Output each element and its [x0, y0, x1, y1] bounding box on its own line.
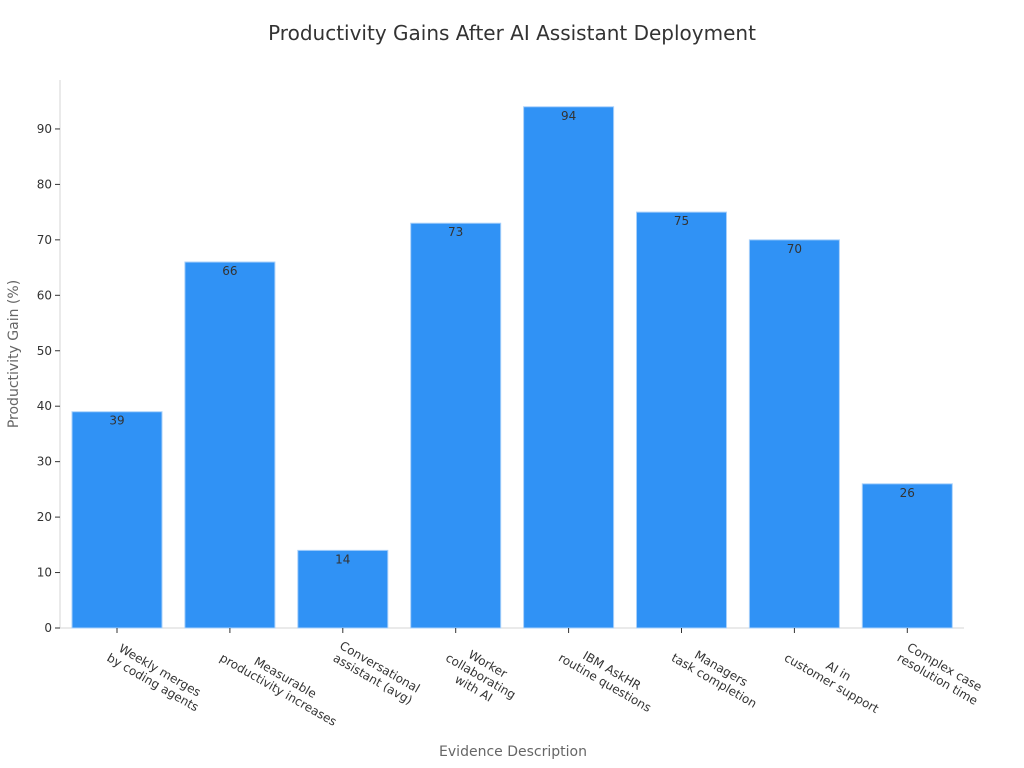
- x-tick-label: Conversationalassistant (avg): [330, 638, 422, 707]
- x-tick-label: IBM AskHRroutine questions: [556, 638, 661, 715]
- x-tick-label: Measurableproductivity increases: [217, 638, 346, 728]
- x-tick-label: Workercollaboratingwith AI: [436, 638, 525, 714]
- x-axis-label: Evidence Description: [439, 744, 587, 760]
- bar: [184, 261, 276, 629]
- y-tick-label: 20: [37, 510, 52, 524]
- bar: [748, 239, 840, 629]
- bar-value-label: 39: [109, 414, 124, 428]
- y-tick-label: 60: [37, 288, 52, 302]
- bar-value-label: 26: [900, 486, 915, 500]
- bar: [410, 222, 502, 629]
- y-tick-label: 70: [37, 233, 52, 247]
- y-tick-label: 40: [37, 399, 52, 413]
- bar: [523, 106, 615, 629]
- bar-value-label: 73: [448, 225, 463, 239]
- y-tick-label: 80: [37, 177, 52, 191]
- chart-title: Productivity Gains After AI Assistant De…: [268, 21, 756, 45]
- bar-value-label: 14: [335, 552, 350, 566]
- x-tick-label: AI incustomer support: [782, 638, 888, 716]
- bar: [861, 483, 953, 629]
- y-tick-label: 10: [37, 566, 52, 580]
- y-tick-label: 50: [37, 344, 52, 358]
- plot-area: 0 10 20 30 40 50 60 70 80 90 39 Weekly mergesby cod…: [37, 80, 987, 729]
- bar: [297, 549, 389, 629]
- y-tick-label: 30: [37, 455, 52, 469]
- x-tick-label: Weekly mergesby coding agents: [105, 638, 209, 714]
- bar: [71, 411, 163, 629]
- bar-value-label: 75: [674, 214, 689, 228]
- bar-value-label: 70: [787, 242, 802, 256]
- y-tick-label: 90: [37, 122, 52, 136]
- bar: [636, 211, 727, 629]
- bar-value-label: 94: [561, 109, 576, 123]
- y-tick-label: 0: [44, 621, 52, 635]
- bar-value-label: 66: [222, 264, 237, 278]
- y-axis-label: Productivity Gain (%): [6, 280, 22, 428]
- x-tick-label: Complex caseresolution time: [895, 638, 987, 707]
- x-tick-label: Managerstask completion: [669, 638, 766, 710]
